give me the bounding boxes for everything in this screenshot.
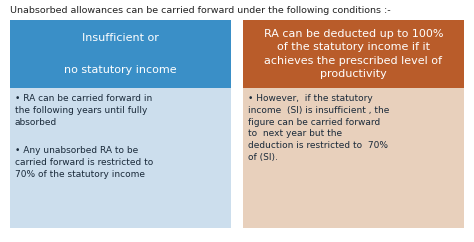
FancyBboxPatch shape: [10, 20, 231, 88]
FancyBboxPatch shape: [243, 88, 464, 228]
Text: Insufficient or

no statutory income: Insufficient or no statutory income: [64, 33, 177, 76]
FancyBboxPatch shape: [243, 20, 464, 88]
Text: • Any unabsorbed RA to be
carried forward is restricted to
70% of the statutory : • Any unabsorbed RA to be carried forwar…: [15, 146, 153, 179]
Text: RA can be deducted up to 100%
of the statutory income if it
achieves the prescri: RA can be deducted up to 100% of the sta…: [264, 29, 443, 79]
Text: • However,  if the statutory
income  (SI) is insufficient , the
figure can be ca: • However, if the statutory income (SI) …: [248, 94, 389, 162]
Text: Unabsorbed allowances can be carried forward under the following conditions :-: Unabsorbed allowances can be carried for…: [10, 6, 391, 15]
Text: • RA can be carried forward in
the following years until fully
absorbed: • RA can be carried forward in the follo…: [15, 94, 152, 127]
FancyBboxPatch shape: [10, 88, 231, 228]
